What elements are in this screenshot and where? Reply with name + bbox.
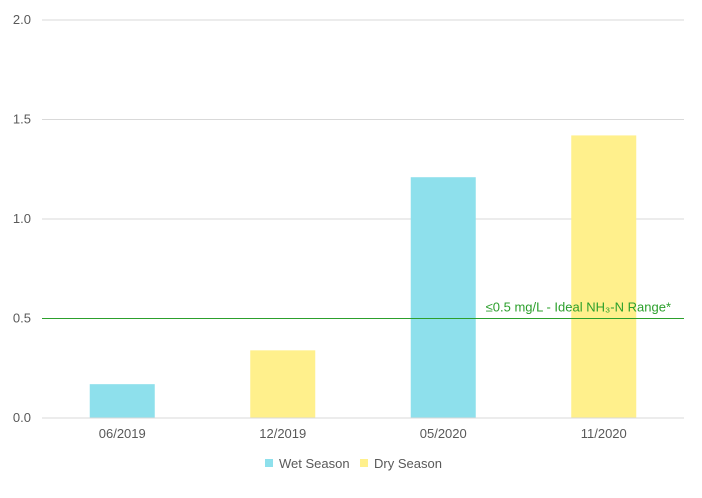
legend-label-dry-season: Dry Season xyxy=(374,456,442,471)
bar-11-2020 xyxy=(571,135,637,419)
legend-swatch-dry-season xyxy=(360,459,368,467)
legend-swatch-wet-season xyxy=(265,459,273,467)
y-tick-label: 2.0 xyxy=(13,12,31,27)
y-tick-label: 1.5 xyxy=(13,112,31,127)
y-tick-label: 0.0 xyxy=(13,410,31,425)
x-axis-tick-labels: 06/2019 12/2019 05/2020 11/2020 xyxy=(99,426,627,441)
bar-06-2019 xyxy=(89,384,155,418)
x-tick-label: 06/2019 xyxy=(99,426,146,441)
y-axis-tick-labels: 0.0 0.5 1.0 1.5 2.0 xyxy=(13,12,31,425)
bars xyxy=(89,135,637,419)
reference-line-group: ≤0.5 mg/L - Ideal NH₃-N Range* xyxy=(42,300,684,319)
bar-05-2020 xyxy=(410,177,476,418)
y-tick-label: 1.0 xyxy=(13,211,31,226)
x-tick-label: 11/2020 xyxy=(581,426,627,441)
legend-label-wet-season: Wet Season xyxy=(279,456,350,471)
y-tick-label: 0.5 xyxy=(13,311,31,326)
bar-12-2019 xyxy=(250,350,316,418)
legend: Wet Season Dry Season xyxy=(265,456,442,471)
x-tick-label: 05/2020 xyxy=(420,426,467,441)
x-tick-label: 12/2019 xyxy=(259,426,306,441)
reference-line-label: ≤0.5 mg/L - Ideal NH₃-N Range* xyxy=(486,300,671,315)
